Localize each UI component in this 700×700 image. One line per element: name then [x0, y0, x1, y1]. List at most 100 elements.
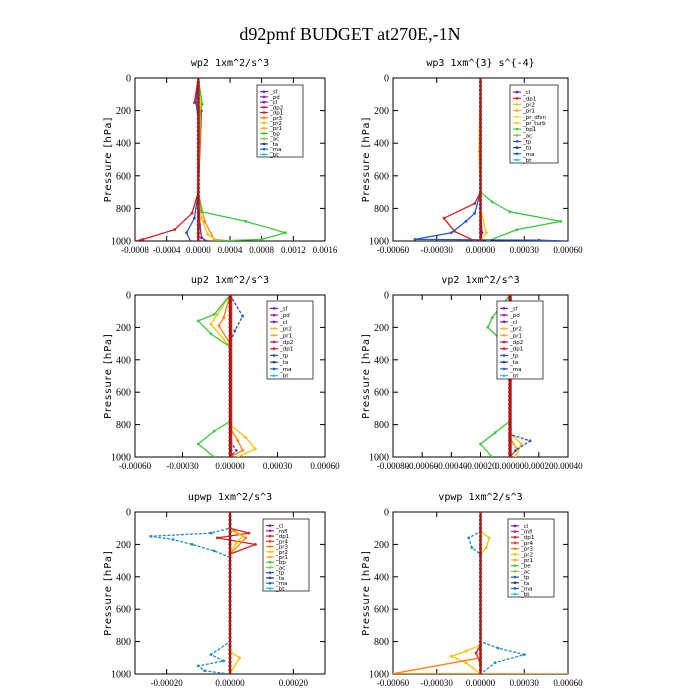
data-point [478, 664, 483, 668]
data-point [196, 157, 200, 162]
legend-label: _pr1 [509, 333, 522, 339]
x-tick-label: 0.00060 [553, 678, 583, 688]
data-point [228, 297, 232, 301]
data-point [496, 646, 500, 650]
data-point [196, 133, 200, 137]
legend-marker [502, 327, 506, 330]
legend-marker [515, 115, 519, 119]
data-point [228, 518, 232, 522]
legend-label: _ta [269, 142, 278, 148]
data-point [228, 295, 232, 297]
data-point [228, 591, 232, 595]
data-point [478, 80, 483, 84]
data-point [212, 313, 216, 316]
legend-marker [268, 550, 272, 554]
x-tick-label: 0.00000 [466, 245, 496, 255]
data-point [196, 664, 200, 668]
legend-marker [268, 555, 272, 559]
data-point [449, 231, 453, 235]
series-group [393, 512, 568, 674]
data-point [196, 227, 200, 231]
data-point [228, 325, 232, 329]
data-point [190, 543, 194, 546]
x-tick-label: -0.00060 [406, 461, 439, 471]
x-tick-label: -0.00060 [119, 461, 152, 471]
x-tick-label: 0.00000 [215, 461, 245, 471]
y-tick-label: 400 [116, 139, 131, 150]
data-point [514, 455, 517, 457]
data-point [196, 239, 200, 241]
data-point [508, 394, 512, 398]
data-point [508, 451, 512, 455]
data-point [464, 220, 468, 223]
legend-label: _pr1 [269, 126, 282, 132]
legend-marker [502, 307, 506, 310]
legend-marker [515, 158, 519, 162]
series-line-dp1 [135, 78, 203, 241]
data-point [209, 653, 213, 656]
data-point [228, 386, 232, 390]
legend-label: _ma [275, 581, 287, 587]
data-point [479, 442, 482, 446]
data-point [228, 358, 232, 362]
data-point [209, 322, 213, 326]
data-point [228, 321, 232, 325]
data-point [253, 447, 257, 451]
y-tick-label: 200 [116, 540, 131, 551]
data-point [478, 518, 483, 522]
legend-label: _bt [509, 374, 519, 380]
series-group [196, 295, 257, 457]
legend-label: _be [520, 564, 531, 570]
legend-label: _bp [269, 131, 280, 137]
data-point [228, 595, 232, 599]
legend-marker [513, 547, 517, 550]
data-point [486, 326, 490, 329]
data-point [196, 319, 200, 323]
figure-title: d92pmf BUDGET at270E,-1N [239, 24, 460, 44]
legend-label: _ta [279, 360, 288, 366]
data-point [478, 526, 483, 530]
legend-marker [268, 581, 272, 585]
y-tick-label: 200 [116, 323, 131, 334]
y-tick-label: 0 [384, 74, 389, 85]
legend-label: _ma [269, 147, 281, 153]
data-point [228, 382, 232, 386]
legend-label: _pr3 [275, 545, 289, 551]
data-point [478, 623, 483, 628]
data-point [241, 314, 245, 318]
legend-label: _ta [522, 146, 531, 152]
y-tick-label: 600 [116, 605, 131, 616]
legend-label: _pr2 [275, 550, 288, 556]
series-line-pr1 [449, 512, 491, 674]
legend-marker [513, 553, 517, 556]
x-tick-label: 0.00020 [524, 461, 554, 471]
data-point [228, 530, 232, 534]
data-point [508, 390, 512, 394]
data-point [478, 170, 483, 174]
panel-4: vp2 1xm^2/s^3 Pressure [hPa] 0 200 400 600 800… [361, 275, 583, 471]
data-point [228, 366, 232, 370]
legend-label: _pr_turb [522, 121, 546, 127]
data-point [228, 554, 232, 559]
legend-marker [272, 367, 276, 371]
data-point [200, 216, 203, 220]
legend-label: _ma [522, 152, 534, 158]
legend-label: _bt [522, 158, 532, 164]
legend-marker [513, 575, 517, 579]
legend-marker [272, 313, 276, 317]
y-tick-label: 800 [116, 420, 131, 431]
y-tick-label: 800 [116, 204, 131, 215]
data-point [442, 216, 446, 220]
data-point [228, 317, 232, 321]
data-point [141, 238, 145, 241]
data-point [206, 233, 210, 236]
data-point [478, 644, 483, 648]
legend-marker [268, 534, 272, 538]
legend-marker [515, 146, 519, 149]
data-point [478, 149, 483, 153]
data-point [508, 386, 512, 390]
data-point [478, 542, 483, 547]
legend-marker [268, 587, 272, 590]
legend-label: _sf [269, 90, 279, 96]
y-tick-label: 0 [126, 508, 131, 519]
